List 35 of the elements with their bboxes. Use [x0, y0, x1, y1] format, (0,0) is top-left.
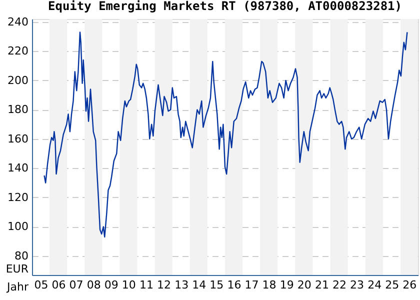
x-tick-label: 18 — [262, 278, 276, 292]
x-tick-label: 13 — [174, 278, 189, 292]
x-tick-label: 12 — [157, 278, 172, 292]
x-tick-label: 24 — [368, 278, 382, 292]
x-tick-label: 08 — [86, 278, 101, 292]
x-tick-label: 26 — [402, 278, 417, 292]
y-tick-label: 160 — [8, 132, 28, 146]
y-tick-label: 100 — [8, 220, 28, 234]
y-tick-label: 220 — [8, 44, 28, 58]
x-tick-label: 10 — [122, 278, 136, 292]
x-tick-label: 19 — [280, 278, 294, 292]
x-tick-label: 09 — [104, 278, 118, 292]
x-tick-label: 22 — [332, 278, 346, 292]
x-tick-label: 11 — [139, 278, 154, 292]
x-tick-label: 06 — [52, 278, 66, 292]
x-tick-label: 15 — [210, 278, 224, 292]
x-tick-label: 25 — [385, 278, 400, 292]
y-axis-title: EUR — [6, 262, 29, 276]
x-axis-title: Jahr — [6, 280, 29, 294]
x-tick-label: 16 — [227, 278, 242, 292]
x-tick-label: 20 — [297, 278, 312, 292]
x-tick-label: 07 — [69, 278, 84, 292]
chart-title: Equity Emerging Markets RT (987380, AT0000823281) — [48, 0, 402, 13]
y-tick-label: 200 — [8, 74, 28, 87]
y-tick-label: 240 — [8, 15, 28, 28]
x-tick-label: 14 — [192, 278, 206, 292]
y-tick-label: 120 — [8, 190, 28, 204]
y-tick-label: 80 — [14, 249, 28, 262]
y-tick-label: 140 — [8, 162, 28, 175]
y-tick-label: 180 — [8, 103, 28, 116]
x-tick-label: 21 — [314, 278, 329, 292]
x-tick-label: 17 — [244, 278, 259, 292]
line-series — [44, 32, 408, 238]
x-tick-label: 23 — [350, 278, 364, 292]
x-tick-label: 05 — [34, 278, 48, 292]
